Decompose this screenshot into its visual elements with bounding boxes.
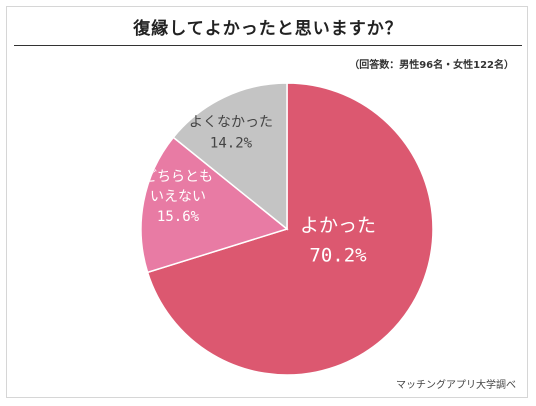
slice-dochiratomo-label-2: いえない (150, 189, 206, 205)
slice-yokunakatta-value: 14.2% (210, 135, 253, 151)
slice-yokunakatta-label-1: よくなかった (189, 114, 273, 130)
chart-title: 復縁してよかったと思いますか？ (133, 19, 403, 39)
title-divider (14, 45, 522, 46)
slice-yokatta-label-1: よかった (300, 215, 376, 237)
slice-dochiratomo-label-1: どちらとも (143, 169, 213, 185)
slice-dochiratomo-value: 15.6% (157, 209, 200, 225)
slice-yokatta-value: 70.2% (309, 245, 367, 267)
chart-subtitle: （回答数：男性96名・女性122名） (349, 60, 514, 71)
slice-yokatta (146, 82, 434, 376)
slice-yokunakatta (172, 82, 288, 231)
chart-source: マッチングアプリ大学調べ (396, 380, 516, 391)
slice-dochiratomo (140, 136, 289, 274)
